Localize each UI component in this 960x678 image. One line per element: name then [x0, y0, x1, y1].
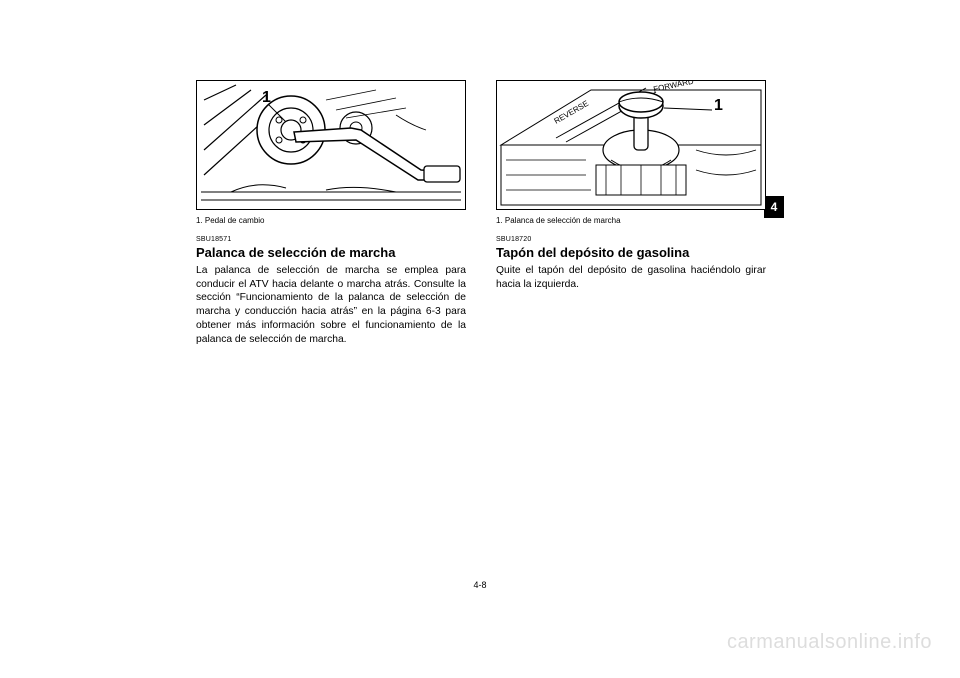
heading-left: Palanca de selección de marcha [196, 245, 466, 261]
manual-page: 4 [0, 0, 960, 678]
callout-1-right: 1 [714, 97, 723, 114]
figure-caption-right: 1. Palanca de selección de marcha [496, 216, 766, 226]
right-column: REVERSE FORWARD 1 1. Palanca de selecció… [496, 80, 766, 347]
figure-drive-select-lever: REVERSE FORWARD 1 [496, 80, 766, 210]
doc-code-left: SBU18571 [196, 236, 466, 243]
chapter-number: 4 [771, 200, 778, 214]
figure-caption-left: 1. Pedal de cambio [196, 216, 466, 226]
page-number: 4-8 [0, 580, 960, 590]
chapter-tab: 4 [764, 196, 784, 218]
body-left: La palanca de selección de marcha se emp… [196, 264, 466, 347]
content-area: 1 1. Pedal de cambio SBU18571 Palanca de… [196, 80, 766, 347]
watermark: carmanualsonline.info [727, 631, 932, 654]
doc-code-right: SBU18720 [496, 236, 766, 243]
left-column: 1 1. Pedal de cambio SBU18571 Palanca de… [196, 80, 466, 347]
heading-right: Tapón del depósito de gasolina [496, 245, 766, 261]
body-right: Quite el tapón del depósito de gasolina … [496, 264, 766, 292]
figure-shift-pedal: 1 [196, 80, 466, 210]
callout-1: 1 [262, 89, 271, 106]
